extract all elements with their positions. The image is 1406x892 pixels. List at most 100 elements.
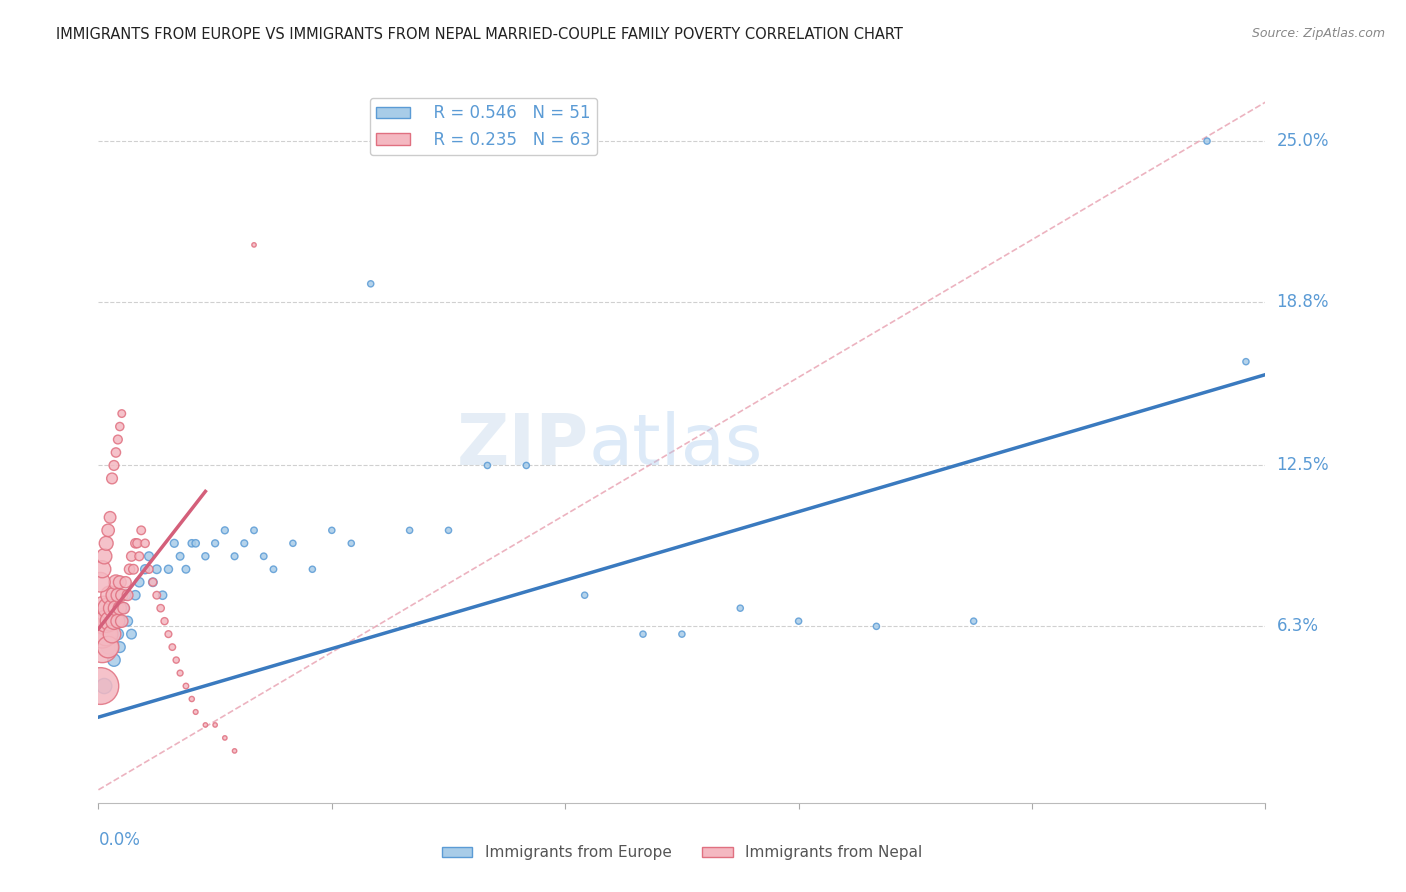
Point (142, 575, 165, 590)
Point (124, 536, 146, 550)
Point (96, 536, 118, 550)
Point (93, 679, 115, 693)
Point (128, 549, 150, 564)
Point (124, 588, 146, 602)
Point (93, 601, 115, 615)
Point (96, 614, 118, 628)
Point (204, 718, 226, 732)
Point (111, 588, 134, 602)
Point (134, 536, 156, 550)
Point (101, 601, 124, 615)
Point (93, 614, 115, 628)
Point (101, 627, 124, 641)
Point (574, 588, 596, 602)
Point (93, 549, 115, 564)
Point (108, 601, 131, 615)
Point (114, 575, 136, 590)
Point (204, 536, 226, 550)
Point (180, 536, 202, 550)
Point (128, 575, 150, 590)
Point (107, 627, 129, 641)
Point (91, 562, 114, 576)
Point (129, 524, 152, 538)
Point (121, 549, 143, 564)
Text: atlas: atlas (589, 411, 763, 481)
Text: 25.0%: 25.0% (1277, 132, 1329, 150)
Point (253, 549, 276, 564)
Point (730, 601, 752, 615)
Point (162, 640, 184, 654)
Point (111, 407, 134, 421)
Text: 6.3%: 6.3% (1277, 617, 1319, 635)
Point (671, 627, 693, 641)
Point (477, 458, 499, 473)
Point (107, 588, 129, 602)
Point (108, 575, 131, 590)
Point (142, 575, 165, 590)
Text: IMMIGRANTS FROM EUROPE VS IMMIGRANTS FROM NEPAL MARRIED-COUPLE FAMILY POVERTY CO: IMMIGRANTS FROM EUROPE VS IMMIGRANTS FRO… (56, 27, 903, 42)
Point (224, 744, 246, 758)
Point (104, 601, 127, 615)
Point (157, 627, 180, 641)
Point (184, 705, 207, 719)
Point (97, 601, 120, 615)
Point (103, 614, 125, 628)
Point (787, 614, 810, 628)
Point (108, 419, 131, 434)
Point (360, 277, 382, 291)
Point (104, 614, 127, 628)
Point (152, 588, 174, 602)
Point (111, 614, 134, 628)
Point (962, 614, 984, 628)
Point (138, 562, 160, 576)
Point (118, 562, 141, 576)
Point (97, 524, 120, 538)
Point (103, 653, 125, 667)
Point (174, 679, 197, 693)
Point (146, 562, 169, 576)
Point (117, 614, 139, 628)
Text: Source: ZipAtlas.com: Source: ZipAtlas.com (1251, 27, 1385, 40)
Point (111, 614, 134, 628)
Point (114, 588, 136, 602)
Point (122, 562, 145, 576)
Point (169, 549, 191, 564)
Text: 18.8%: 18.8% (1277, 293, 1329, 311)
Point (91, 627, 114, 641)
Point (149, 601, 172, 615)
Point (631, 627, 654, 641)
Point (98, 510, 121, 524)
Point (243, 238, 266, 252)
Point (91, 640, 114, 654)
Point (112, 601, 135, 615)
Point (194, 549, 217, 564)
Text: 12.5%: 12.5% (1277, 457, 1329, 475)
Point (262, 562, 284, 576)
Point (281, 536, 304, 550)
Point (112, 601, 135, 615)
Text: ZIP: ZIP (457, 411, 589, 481)
Point (153, 614, 176, 628)
Point (174, 562, 197, 576)
Point (138, 549, 160, 564)
Point (96, 627, 118, 641)
Point (157, 562, 180, 576)
Point (184, 536, 207, 550)
Point (1195, 134, 1218, 148)
Point (98, 588, 121, 602)
Point (169, 666, 191, 681)
Point (1234, 354, 1257, 368)
Point (107, 614, 129, 628)
Point (103, 588, 125, 602)
Point (398, 524, 420, 538)
Point (97, 640, 120, 654)
Legend: Immigrants from Europe, Immigrants from Nepal: Immigrants from Europe, Immigrants from … (436, 839, 928, 866)
Point (163, 536, 186, 550)
Point (97, 640, 120, 654)
Point (301, 562, 323, 576)
Point (107, 433, 129, 447)
Point (437, 524, 460, 538)
Point (321, 524, 343, 538)
Point (98, 614, 121, 628)
Point (214, 524, 236, 538)
